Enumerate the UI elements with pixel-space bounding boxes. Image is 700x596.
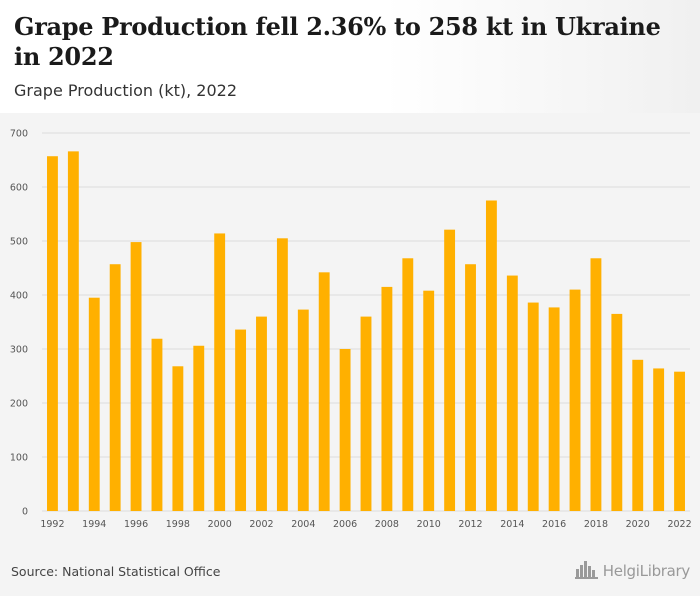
bar xyxy=(444,229,456,511)
y-tick-label: 200 xyxy=(10,399,28,410)
bar xyxy=(297,309,309,511)
bar xyxy=(172,366,184,511)
footer: Source: National Statistical Office Helg… xyxy=(0,545,700,596)
chart-area: 0 100 200 300 400 500 600 700 1992 1994 1996 1998 20… xyxy=(0,113,700,545)
bar xyxy=(360,316,372,511)
bar xyxy=(235,329,247,511)
x-tick-label: 2010 xyxy=(417,519,441,530)
bar xyxy=(632,359,644,511)
bar xyxy=(465,264,476,511)
x-tick-label: 2022 xyxy=(667,519,691,530)
bar xyxy=(256,316,267,511)
y-tick-label: 0 xyxy=(22,507,28,518)
bar xyxy=(67,151,79,512)
x-tick-label: 2018 xyxy=(584,519,608,530)
bar-chart: 0 100 200 300 400 500 600 700 1992 1994 1996 1998 20… xyxy=(10,129,692,531)
bar xyxy=(653,368,665,511)
x-tick-label: 2000 xyxy=(208,519,232,530)
x-tick-label: 1996 xyxy=(124,519,148,530)
y-tick-label: 500 xyxy=(10,237,28,248)
x-tick-label: 2008 xyxy=(375,519,399,530)
bar xyxy=(47,156,58,511)
x-tick-label: 2016 xyxy=(542,519,566,530)
bar xyxy=(548,307,560,511)
y-tick-label: 400 xyxy=(10,291,28,302)
x-tick-label: 2012 xyxy=(458,519,482,530)
chart-title: Grape Production fell 2.36% to 258 kt in… xyxy=(14,12,661,71)
bar xyxy=(276,238,288,512)
x-tick-label: 2014 xyxy=(500,519,524,530)
chart-subtitle: Grape Production (kt), 2022 xyxy=(14,81,237,100)
y-tick-label: 700 xyxy=(10,129,28,140)
bar xyxy=(590,258,602,511)
bar xyxy=(611,313,623,511)
bar xyxy=(318,272,330,511)
x-tick-label: 1998 xyxy=(166,519,190,530)
bar xyxy=(193,345,205,511)
y-tick-label: 100 xyxy=(10,453,28,464)
helgi-library-logo[interactable]: HelgiLibrary xyxy=(574,559,691,584)
city-skyline-icon xyxy=(574,559,599,584)
x-tick-label: 2006 xyxy=(333,519,357,530)
bar xyxy=(674,371,685,511)
bar xyxy=(485,200,497,511)
source-note: Source: National Statistical Office xyxy=(11,564,221,579)
bar xyxy=(506,275,518,511)
bar xyxy=(569,289,581,511)
y-tick-label: 600 xyxy=(10,183,28,194)
bar xyxy=(381,286,393,511)
bar xyxy=(88,297,100,511)
bar xyxy=(527,302,539,511)
header: Grape Production fell 2.36% to 258 kt in… xyxy=(0,0,700,113)
x-tick-label: 2004 xyxy=(291,519,315,530)
bar xyxy=(423,290,435,511)
x-tick-label: 1992 xyxy=(40,519,64,530)
bar xyxy=(214,233,226,511)
bar xyxy=(109,264,121,511)
bar xyxy=(151,338,163,511)
x-tick-label: 2020 xyxy=(626,519,650,530)
bar xyxy=(402,258,414,511)
x-tick-label: 1994 xyxy=(82,519,106,530)
bar xyxy=(130,242,142,511)
logo-text: HelgiLibrary xyxy=(602,562,691,580)
bar xyxy=(339,349,351,511)
y-tick-label: 300 xyxy=(10,345,28,356)
x-tick-label: 2002 xyxy=(249,519,273,530)
